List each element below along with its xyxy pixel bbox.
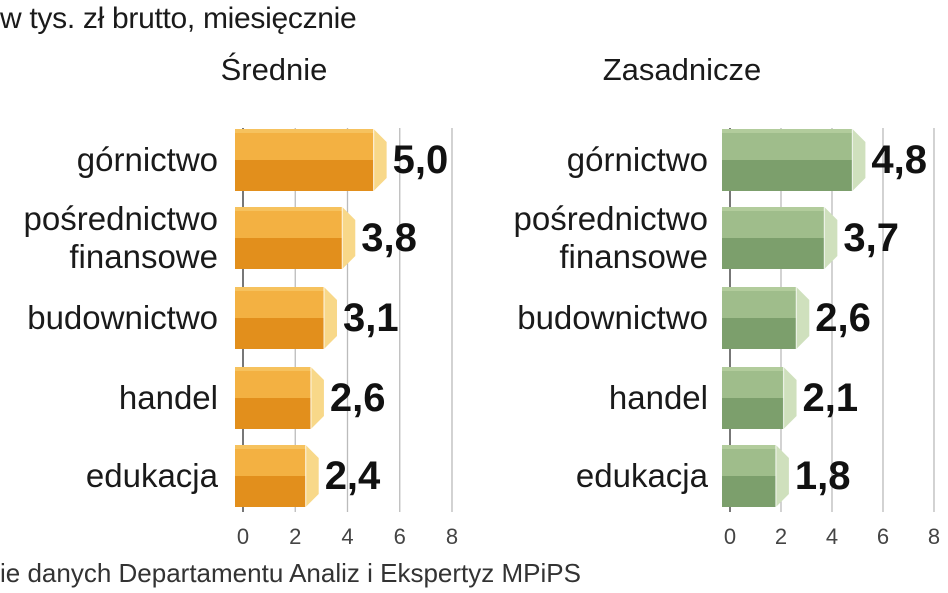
value-label: 3,7 [843,216,899,260]
bar-shade [722,371,784,398]
tick-label: 2 [775,524,787,549]
category-label-line: górnictwo [567,141,708,178]
value-label: 2,6 [815,296,871,340]
bar-end-cap [373,129,387,191]
tick-label: 8 [928,524,940,549]
category-label-line: edukacja [576,457,709,494]
bar-shade [722,211,825,238]
value-label: 2,1 [803,376,859,420]
value-label: 2,4 [325,454,381,498]
bar-4 [722,445,789,507]
bar-front-face [235,238,343,269]
category-label-line: handel [609,379,708,416]
category-label: edukacja [576,457,709,494]
category-label: budownictwo [27,299,218,336]
category-label: pośrednictwo finansowe [24,200,218,275]
tick-label: 0 [237,524,249,549]
category-label-line: edukacja [86,457,219,494]
bar-end-cap [824,207,838,269]
bar-end-cap [323,287,337,349]
source-note: ie danych Departamentu Analiz i Eksperty… [0,558,581,588]
tick-label: 4 [826,524,838,549]
category-label-line: pośrednictwo [24,200,218,237]
bar-shade [722,291,797,318]
category-label: górnictwo [567,141,708,178]
bar-front-face [722,318,797,349]
bar-front-face [235,160,374,191]
bar-end-cap [775,445,789,507]
bar-front-face [722,238,825,269]
bar-3 [235,367,324,429]
value-label: 3,1 [343,296,399,340]
category-label: budownictwo [517,299,708,336]
tick-label: 4 [341,524,353,549]
bar-shade [722,449,776,476]
bar-1 [235,207,356,269]
bar-front-face [722,398,784,429]
bar-0 [722,129,866,191]
bar-shade [235,211,343,238]
bar-3 [722,367,797,429]
category-label-line: handel [119,379,218,416]
category-label: edukacja [86,457,219,494]
bar-1 [722,207,838,269]
bar-2 [235,287,337,349]
bar-end-cap [305,445,319,507]
category-label-line: budownictwo [27,299,218,336]
bar-end-cap [796,287,810,349]
chart-title: Średnie [221,51,328,87]
bar-shade [235,371,311,398]
chart-title: Zasadnicze [603,52,762,87]
bar-0 [235,129,387,191]
bar-shade [235,291,324,318]
category-label: górnictwo [77,141,218,178]
value-label: 4,8 [871,138,927,182]
category-label-line: budownictwo [517,299,708,336]
bar-front-face [235,476,306,507]
bar-shade [235,449,306,476]
category-label: handel [609,379,708,416]
chart-panel-srednie: Średnie 0 2 4 6 8 5,0 górnictwo 3,8 pośrednictwo f… [24,51,459,549]
category-label: pośrednictwo finansowe [514,200,708,275]
tick-label: 6 [877,524,889,549]
category-label-line: pośrednictwo [514,200,708,237]
bar-front-face [235,318,324,349]
bar-2 [722,287,810,349]
category-label-line: finansowe [69,238,218,275]
bar-front-face [722,476,776,507]
value-label: 2,6 [330,376,386,420]
bar-front-face [722,160,853,191]
bar-end-cap [783,367,797,429]
value-label: 3,8 [361,216,417,260]
value-label: 1,8 [795,454,851,498]
unit-label: w tys. zł brutto, miesięcznie [0,2,357,35]
bar-shade [722,133,853,160]
category-label-line: górnictwo [77,141,218,178]
tick-label: 8 [446,524,458,549]
bar-shade [235,133,374,160]
bar-end-cap [310,367,324,429]
bar-end-cap [342,207,356,269]
value-label: 5,0 [393,138,449,182]
category-label-line: finansowe [559,238,708,275]
bar-4 [235,445,319,507]
tick-label: 2 [289,524,301,549]
bar-front-face [235,398,311,429]
tick-label: 6 [394,524,406,549]
tick-label: 0 [724,524,736,549]
category-label: handel [119,379,218,416]
bar-end-cap [852,129,866,191]
chart-panel-zasadnicze: Zasadnicze 0 2 4 6 8 4,8 górnictwo 3,7 pośrednict… [514,52,941,549]
